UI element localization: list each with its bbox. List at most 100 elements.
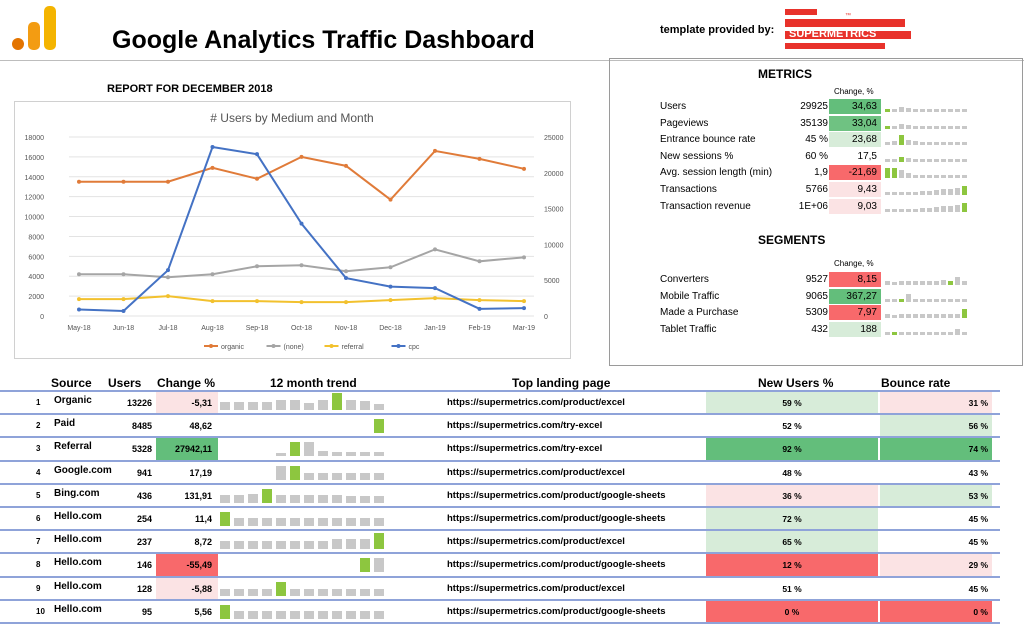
source-cell[interactable]: Hello.com (54, 534, 102, 546)
spark-bar (374, 533, 384, 550)
landing-page-link[interactable]: https://supermetrics.com/product/google-… (447, 513, 666, 524)
source-cell[interactable]: Hello.com (54, 511, 102, 522)
data-point (433, 296, 437, 301)
col-change[interactable]: Change % (157, 376, 216, 390)
spark-bar (955, 158, 960, 162)
spark-bar (913, 125, 918, 129)
row-number: 7 (36, 537, 41, 547)
chart-title: # Users by Medium and Month (210, 111, 373, 125)
row-number: 3 (36, 444, 41, 454)
row-separator (0, 482, 1000, 485)
spark-bar (955, 188, 960, 195)
data-point (433, 148, 437, 153)
spark-bar (899, 123, 904, 129)
spark-bar (962, 202, 967, 212)
legend-marker (396, 344, 401, 348)
spark-bar (885, 192, 890, 195)
data-point (388, 284, 393, 289)
landing-page-link[interactable]: https://supermetrics.com/product/excel (447, 397, 625, 408)
spark-bar (920, 331, 925, 335)
col-new-users[interactable]: New Users % (758, 376, 834, 390)
data-point (344, 269, 348, 274)
chart-frame (14, 101, 571, 359)
source-cell[interactable]: Organic (54, 395, 92, 406)
spark-bar (948, 142, 953, 146)
metrics-row-value: 1E+06 (798, 200, 828, 212)
spark-bar (941, 109, 946, 112)
spark-bar (892, 109, 897, 112)
y-right-tick-label: 10000 (544, 242, 564, 249)
supermetrics-logo[interactable]: SUPERMETRICS ™ (785, 9, 911, 53)
metrics-panel (609, 58, 1023, 366)
users-cell: 146 (136, 560, 152, 571)
col-bounce-rate[interactable]: Bounce rate (881, 376, 951, 390)
spark-bar (962, 186, 967, 195)
data-point (77, 272, 81, 277)
spark-bar (276, 518, 286, 526)
spark-bar (220, 604, 230, 619)
spark-bar (885, 109, 890, 112)
y-right-tick-label: 25000 (544, 135, 564, 142)
spark-bar (913, 298, 918, 302)
metrics-row-label: Entrance bounce rate (660, 134, 756, 146)
users-cell: 436 (136, 490, 152, 501)
source-cell[interactable]: Hello.com (54, 603, 102, 615)
spark-bar (360, 588, 370, 596)
source-cell[interactable]: Referral (54, 441, 92, 453)
spark-bar (332, 588, 342, 596)
landing-page-link[interactable]: https://supermetrics.com/product/google-… (447, 559, 666, 571)
spark-bar (262, 518, 272, 526)
segments-row-label: Mobile Traffic (660, 290, 720, 302)
spark-bar (885, 298, 890, 302)
spark-bar (318, 541, 328, 550)
legend-label: (none) (284, 344, 304, 351)
source-cell[interactable]: Bing.com (54, 487, 100, 499)
metrics-row-change: 9,03 (829, 198, 881, 214)
spark-bar (955, 314, 960, 319)
spark-bar (885, 208, 890, 212)
spark-bar (962, 281, 967, 285)
spark-bar (892, 125, 897, 129)
source-cell[interactable]: Google.com (54, 464, 112, 476)
spark-bar (927, 298, 932, 302)
landing-page-link[interactable]: https://supermetrics.com/product/excel (447, 536, 625, 548)
change-cell: 8,72 (156, 531, 218, 554)
spark-bar (899, 298, 904, 302)
landing-page-link[interactable]: https://supermetrics.com/product/excel (447, 466, 625, 478)
spark-bar (248, 541, 258, 550)
col-source[interactable]: Source (51, 376, 92, 390)
col-trend[interactable]: 12 month trend (270, 376, 357, 390)
landing-page-link[interactable]: https://supermetrics.com/try-excel (447, 443, 603, 455)
landing-page-link[interactable]: https://supermetrics.com/product/google-… (447, 605, 666, 617)
row-number: 10 (36, 606, 45, 616)
spark-bar (906, 192, 911, 195)
segments-row-change: 188 (829, 321, 881, 337)
data-point (344, 300, 348, 305)
spark-bar (899, 331, 904, 335)
spark-bar (906, 281, 911, 285)
spark-bar (920, 207, 925, 212)
spark-bar (927, 331, 932, 335)
data-point (344, 163, 348, 168)
spark-bar (948, 125, 953, 129)
spark-bar (276, 610, 286, 619)
source-cell[interactable]: Paid (54, 418, 76, 430)
landing-page-link[interactable]: https://supermetrics.com/try-excel (447, 420, 603, 432)
spark-bar (941, 158, 946, 162)
spark-bar (885, 125, 890, 129)
new-users-cell: 92 % (706, 438, 878, 461)
source-cell[interactable]: Hello.com (54, 580, 102, 592)
spark-bar (374, 404, 384, 410)
landing-page-link[interactable]: https://supermetrics.com/product/google-… (447, 489, 666, 501)
spark-bar (318, 518, 328, 526)
spark-bar (920, 314, 925, 319)
data-point (344, 276, 348, 281)
col-landing-page[interactable]: Top landing page (512, 376, 611, 390)
col-users[interactable]: Users (108, 376, 142, 390)
metrics-row-change: 33,04 (829, 115, 881, 131)
spark-bar (899, 192, 904, 195)
data-point (210, 165, 215, 170)
source-cell[interactable]: Hello.com (54, 557, 102, 569)
landing-page-link[interactable]: https://supermetrics.com/product/excel (447, 582, 625, 594)
spark-bar (360, 610, 370, 619)
